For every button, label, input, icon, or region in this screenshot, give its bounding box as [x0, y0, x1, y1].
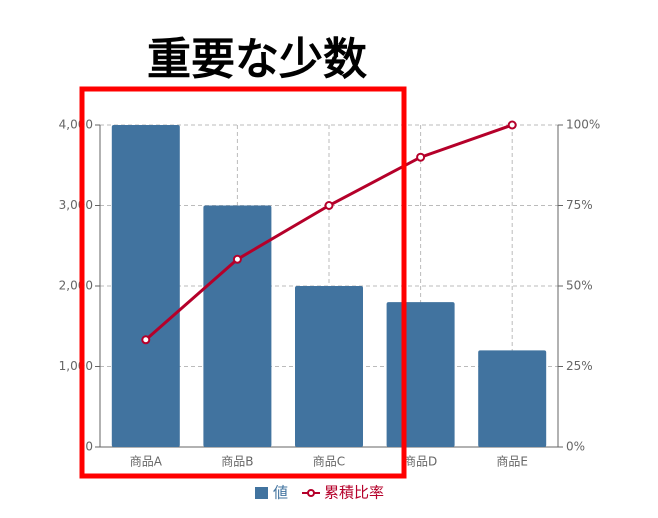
- y-tick-label: 4,000: [59, 118, 93, 132]
- y2-tick-label: 25%: [566, 359, 593, 373]
- chart-title: 重要な少数: [147, 34, 367, 85]
- y2-tick-label: 50%: [566, 279, 593, 293]
- line-point: [141, 335, 151, 345]
- y2-tick-label: 75%: [566, 198, 593, 212]
- highlight-box: [79, 86, 407, 479]
- line-point: [507, 120, 517, 130]
- y-tick-label: 2,000: [59, 279, 93, 293]
- x-tick-label: 商品D: [404, 454, 437, 469]
- bar: [111, 125, 180, 447]
- x-tick-label: 商品E: [496, 454, 528, 469]
- line-point: [416, 152, 426, 162]
- y-tick-label: 1,000: [59, 359, 93, 373]
- y-tick-label: 3,000: [59, 198, 93, 212]
- bar: [386, 302, 455, 447]
- y2-tick-label: 0%: [566, 440, 585, 454]
- y2-tick-label: 100%: [566, 118, 600, 132]
- legend-marker: [307, 489, 315, 497]
- legend-label: 値: [273, 484, 288, 502]
- x-tick-label: 商品C: [313, 454, 345, 469]
- x-tick-label: 商品A: [130, 454, 163, 469]
- line-point: [232, 254, 242, 264]
- bar: [478, 350, 547, 447]
- bar: [203, 205, 272, 447]
- legend-label: 累積比率: [324, 484, 384, 502]
- y-tick-label: 0: [85, 440, 93, 454]
- line-point: [324, 201, 334, 210]
- bar: [295, 286, 363, 447]
- legend-swatch: [255, 487, 268, 499]
- x-tick-label: 商品B: [221, 454, 253, 469]
